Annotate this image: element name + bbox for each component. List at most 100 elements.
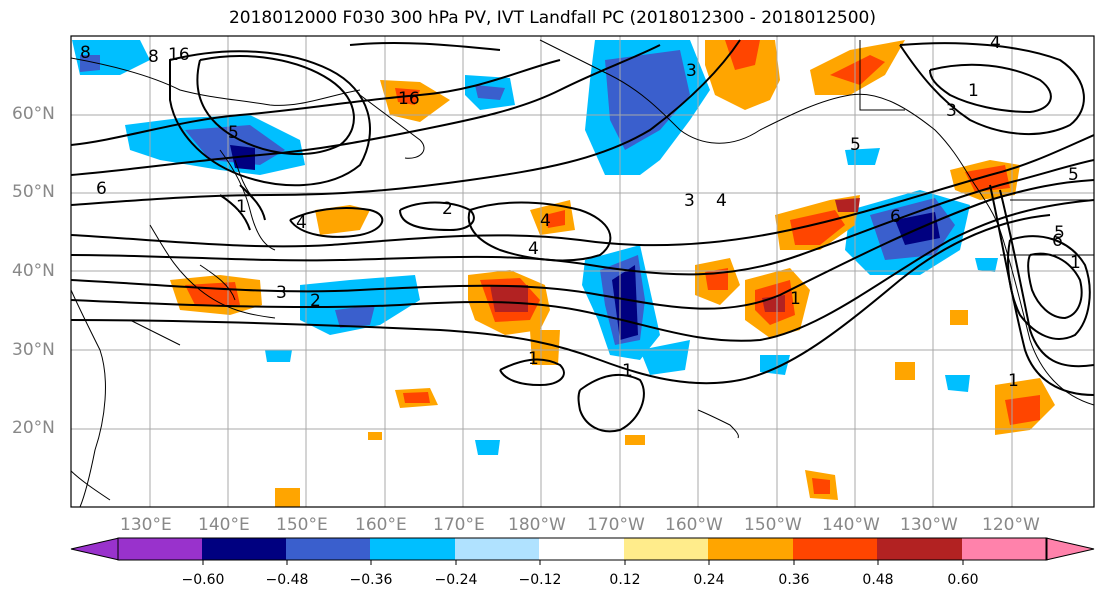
negative-anomaly-patch xyxy=(760,355,790,375)
colorbar-segment xyxy=(624,538,709,560)
contour-label: 5 xyxy=(1068,165,1079,185)
contour-label: 4 xyxy=(540,211,551,231)
lat-label: 30°N xyxy=(12,340,55,360)
map-frame xyxy=(70,35,1095,508)
negative-anomaly-patch xyxy=(475,85,505,100)
negative-anomaly-patch xyxy=(640,340,690,375)
contour-label: 1 xyxy=(968,81,979,101)
contour-label: 5 xyxy=(228,123,239,143)
colorbar-tick-label: 0.48 xyxy=(862,572,894,588)
positive-anomaly-patch xyxy=(790,210,845,245)
positive-anomaly-patch xyxy=(490,285,528,312)
colorbar-tick-label: −0.48 xyxy=(265,572,309,588)
contour-labels: 8 16 5 6 3 4 2 1 1 2 3 4 4 1 1 1 3 4 5 6… xyxy=(80,36,1081,391)
positive-anomaly-patch xyxy=(705,40,780,110)
colorbar-tick-label: 0.36 xyxy=(778,572,810,588)
colorbar-frame xyxy=(117,537,1048,561)
lon-label: 130°E xyxy=(120,515,172,535)
contour-label: 6 xyxy=(96,179,107,199)
colorbar-segment xyxy=(793,538,878,560)
contour-label: 6 xyxy=(1052,231,1063,251)
lat-label: 20°N xyxy=(12,418,55,438)
contour-label: 4 xyxy=(528,239,539,259)
lon-label: 130°W xyxy=(900,515,958,535)
lon-label: 150°W xyxy=(744,515,802,535)
contour-label: 3 xyxy=(684,191,695,211)
positive-anomaly-patch xyxy=(812,478,830,494)
colorbar-tick-label: −0.12 xyxy=(518,572,562,588)
lon-label: 150°E xyxy=(276,515,328,535)
lat-label: 50°N xyxy=(12,182,55,202)
colorbar-segment xyxy=(877,538,963,560)
lon-label: 140°W xyxy=(822,515,880,535)
contour-label: 3 xyxy=(946,101,957,121)
lon-label: 170°E xyxy=(433,515,485,535)
contour-label: 4 xyxy=(716,191,727,211)
colorbar xyxy=(70,537,1095,565)
contour-label: 1 xyxy=(790,289,801,309)
positive-anomaly-patch xyxy=(625,435,645,445)
colorbar-segment xyxy=(708,538,794,560)
pv-contours xyxy=(71,39,1094,433)
colorbar-ticks xyxy=(202,560,964,565)
lon-label: 160°E xyxy=(355,515,407,535)
contour-label: 5 xyxy=(850,135,861,155)
contour-label: 4 xyxy=(296,213,307,233)
negative-anomaly-patch xyxy=(300,275,420,335)
contour-label: 5 xyxy=(1054,223,1065,243)
colorbar-segment xyxy=(370,538,456,560)
contour-label: 16 xyxy=(398,89,420,109)
contour-label: 16 xyxy=(168,45,190,65)
colorbar-tick-label: −0.60 xyxy=(181,572,225,588)
lon-label: 180°W xyxy=(508,515,566,535)
negative-anomaly-patch xyxy=(335,305,375,328)
lat-label: 60°N xyxy=(12,104,55,124)
lon-label: 120°W xyxy=(982,515,1040,535)
positive-anomaly-patch xyxy=(1005,395,1040,425)
positive-anomaly-patch xyxy=(830,55,885,85)
negative-anomaly-patch xyxy=(612,265,638,340)
contour-label: 8 xyxy=(148,47,159,67)
positive-anomaly-patch xyxy=(315,205,370,235)
contour-label: 3 xyxy=(686,61,697,81)
contour-label: 6 xyxy=(890,207,901,227)
colorbar-extend-high xyxy=(1045,537,1095,561)
lat-label: 40°N xyxy=(12,261,55,281)
lon-label: 170°W xyxy=(587,515,645,535)
positive-anomaly-patch xyxy=(545,210,565,228)
colorbar-segment xyxy=(539,538,625,560)
positive-anomaly-patch xyxy=(835,198,860,212)
contour-label: 1 xyxy=(622,361,633,381)
contour-label: 8 xyxy=(80,43,91,63)
negative-anomaly-patch xyxy=(475,440,500,455)
negative-anomaly-patch xyxy=(975,258,998,272)
map-title: 2018012000 F030 300 hPa PV, IVT Landfall… xyxy=(228,8,876,28)
negative-anomaly-patch xyxy=(265,350,292,362)
colorbar-tick-label: −0.24 xyxy=(434,572,478,588)
colorbar-segment xyxy=(962,538,1047,560)
positive-anomaly-patch xyxy=(275,488,300,507)
negative-anomaly-patch xyxy=(845,148,880,165)
colorbar-segment xyxy=(202,538,287,560)
contour-label: 1 xyxy=(528,349,539,369)
contour-label: 2 xyxy=(442,199,453,219)
contour-label: 2 xyxy=(310,291,321,311)
colorbar-extend-low xyxy=(70,537,120,561)
positive-anomaly-patch xyxy=(895,362,915,380)
lon-label: 140°E xyxy=(198,515,250,535)
negative-anomaly-patch xyxy=(80,55,100,72)
positive-anomaly-patch xyxy=(530,330,560,365)
colorbar-segment xyxy=(118,538,203,560)
contour-label: 3 xyxy=(276,283,287,303)
map-gridlines xyxy=(71,36,1094,507)
negative-anomaly-patch xyxy=(945,375,970,392)
positive-anomaly-patch xyxy=(368,432,382,440)
colorbar-segment xyxy=(455,538,540,560)
colorbar-tick-label: 0.60 xyxy=(947,572,979,588)
colorbar-segment xyxy=(286,538,371,560)
positive-anomaly-patch xyxy=(403,392,430,403)
contour-label: 1 xyxy=(1070,253,1081,273)
colorbar-tick-label: 0.12 xyxy=(609,572,641,588)
colorbar-tick-label: 0.24 xyxy=(693,572,725,588)
